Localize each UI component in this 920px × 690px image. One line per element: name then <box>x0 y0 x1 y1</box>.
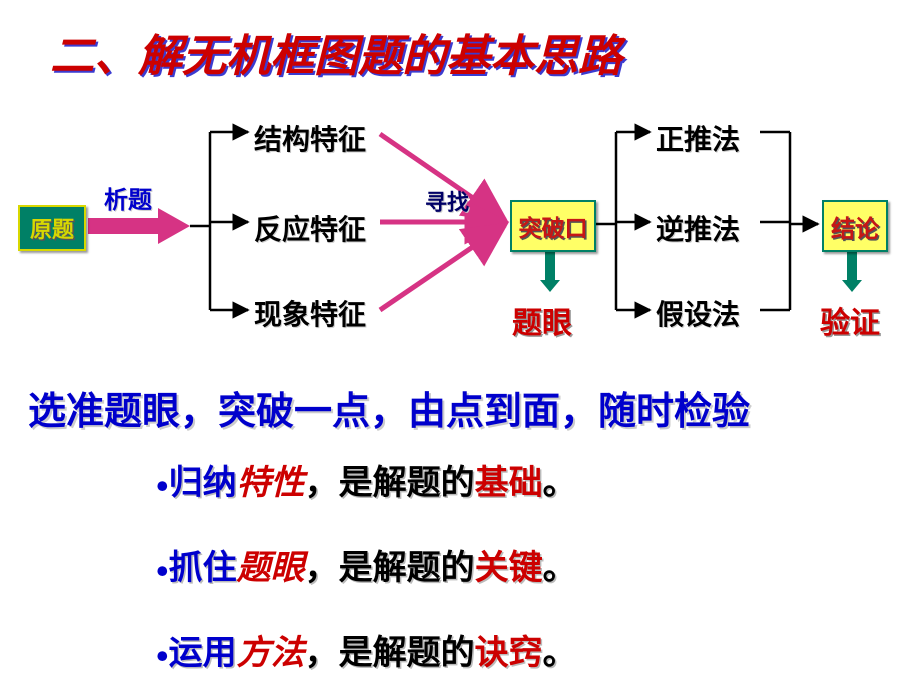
label-verify: 验证 <box>820 298 880 342</box>
label-method2: 逆推法 <box>656 208 740 248</box>
box-origin: 原题 <box>18 205 86 251</box>
box-breakthrough-text: 突破口 <box>519 209 588 243</box>
label-method3: 假设法 <box>656 293 740 333</box>
label-analyze: 析题 <box>104 180 152 215</box>
label-find: 寻找 <box>425 185 469 217</box>
label-eye: 题眼 <box>512 298 572 342</box>
box-conclusion-text: 结论 <box>831 209 879 244</box>
bullet-0: •归纳特性，是解题的基础。 <box>156 455 577 507</box>
label-feat3: 现象特征 <box>254 293 366 333</box>
label-method1: 正推法 <box>656 118 740 158</box>
label-feat1: 结构特征 <box>254 118 366 158</box>
box-origin-text: 原题 <box>30 212 74 244</box>
bullet-2: •运用方法，是解题的诀窍。 <box>156 625 577 677</box>
bullet-1: •抓住题眼，是解题的关键。 <box>156 540 577 592</box>
box-conclusion: 结论 <box>822 200 888 252</box>
label-feat2: 反应特征 <box>254 208 366 248</box>
box-breakthrough: 突破口 <box>510 200 596 252</box>
summary-sentence: 选准题眼，突破一点，由点到面，随时检验 <box>28 380 750 435</box>
